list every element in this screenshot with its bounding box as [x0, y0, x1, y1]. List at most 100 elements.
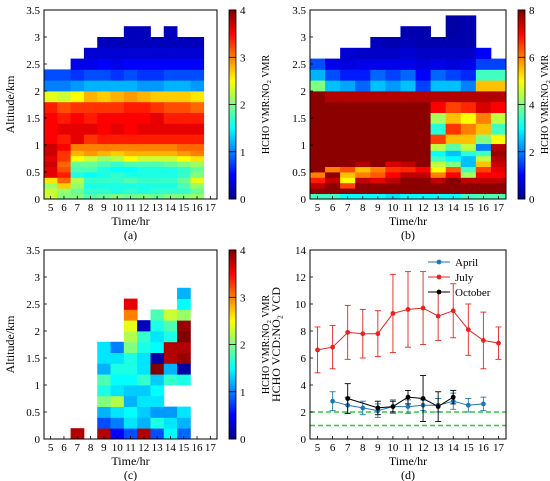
- heatmap-cell: [44, 69, 58, 81]
- heatmap-cell: [430, 143, 447, 151]
- heatmap-cell: [110, 385, 125, 397]
- heatmap-cell: [97, 417, 111, 429]
- x-tick-label: 5: [315, 202, 321, 214]
- heatmap-cell: [137, 177, 151, 184]
- heatmap-cell: [70, 177, 85, 184]
- legend-item: October: [428, 287, 491, 299]
- heatmap-cell: [110, 134, 125, 145]
- heatmap-cell: [137, 47, 151, 59]
- heatmap-cell: [415, 143, 432, 151]
- heatmap-cell: [415, 91, 432, 103]
- panel-c-colorbar: 0 1 2 3 4: [228, 245, 246, 446]
- x-tick-label: 11: [125, 202, 136, 214]
- heatmap-cell: [460, 26, 477, 38]
- heatmap-cell: [460, 143, 477, 151]
- heatmap-cell: [355, 69, 371, 81]
- heatmap-cell: [137, 37, 151, 49]
- heatmap-cell: [44, 101, 58, 113]
- data-point: [375, 405, 381, 411]
- heatmap-cell: [190, 155, 205, 162]
- heatmap-cell: [137, 385, 151, 397]
- heatmap-cell: [163, 123, 178, 135]
- heatmap-cell: [385, 161, 401, 167]
- heatmap-cell: [415, 58, 432, 70]
- heatmap-cell: [475, 47, 492, 59]
- heatmap-cell: [340, 182, 356, 189]
- y-tick-label: 2: [301, 407, 307, 419]
- heatmap-cell: [150, 155, 165, 162]
- heatmap-cell: [190, 177, 205, 184]
- heatmap-cell: [190, 172, 205, 178]
- heatmap-cell: [385, 69, 401, 81]
- data-point: [465, 402, 471, 408]
- heatmap-cell: [163, 172, 178, 178]
- heatmap-cell: [97, 341, 111, 353]
- y-tick-label: 0: [301, 194, 307, 206]
- heatmap-cell: [123, 112, 138, 124]
- heatmap-cell: [177, 47, 191, 59]
- heatmap-cell: [430, 155, 447, 162]
- heatmap-cell: [163, 58, 178, 70]
- heatmap-cell: [190, 112, 205, 124]
- heatmap-cell: [44, 182, 58, 189]
- data-point: [496, 340, 501, 346]
- heatmap-cell: [177, 155, 191, 162]
- heatmap-cell: [310, 150, 326, 157]
- heatmap-cell: [110, 417, 125, 429]
- heatmap-cell: [430, 188, 447, 194]
- heatmap-cell: [355, 172, 371, 178]
- colorbar-tick-label: 3: [240, 292, 246, 304]
- heatmap-cell: [415, 188, 432, 194]
- colorbar-tick-label: 4: [240, 245, 246, 257]
- panel-a-y-axis: 0 0.5 1 1.5 2 2.5 3 3.5: [26, 5, 47, 206]
- heatmap-cell: [70, 161, 85, 167]
- heatmap-cell: [97, 80, 111, 92]
- heatmap-cell: [190, 47, 205, 59]
- heatmap-cell: [310, 58, 326, 70]
- heatmap-cell: [177, 134, 191, 145]
- heatmap-cell: [177, 161, 191, 167]
- heatmap-cell: [97, 161, 111, 167]
- heatmap-cell: [490, 58, 507, 70]
- heatmap-cell: [97, 155, 111, 162]
- heatmap-cell: [310, 101, 326, 113]
- heatmap-cell: [475, 188, 492, 194]
- heatmap-cell: [123, 47, 138, 59]
- heatmap-cell: [310, 182, 326, 189]
- heatmap-cell: [385, 177, 401, 184]
- heatmap-cell: [445, 47, 462, 59]
- heatmap-cell: [57, 177, 72, 184]
- heatmap-cell: [163, 363, 178, 375]
- heatmap-cell: [110, 182, 125, 189]
- colorbar-tick-label: 2: [240, 340, 246, 352]
- x-tick-label: 8: [360, 202, 366, 214]
- heatmap-cell: [177, 101, 191, 113]
- heatmap-cell: [70, 101, 85, 113]
- heatmap-cell: [415, 150, 432, 157]
- heatmap-cell: [190, 182, 205, 189]
- data-point: [420, 305, 426, 311]
- panel-b-x-axis: 5 6 7 8 9 10 11 12 13 14 15 16 17: [315, 196, 504, 214]
- x-tick-label: 14: [165, 442, 177, 454]
- heatmap-cell: [150, 101, 165, 113]
- heatmap-cell: [190, 150, 205, 157]
- heatmap-cell: [490, 150, 507, 157]
- heatmap-cell: [385, 150, 401, 157]
- heatmap-cell: [137, 26, 151, 38]
- panel-c-heatmap: [70, 287, 191, 440]
- colorbar-tick-label: 2: [529, 147, 535, 159]
- heatmap-cell: [325, 112, 341, 124]
- data-point: [435, 404, 441, 409]
- heatmap-cell: [325, 134, 341, 145]
- heatmap-cell: [163, 352, 178, 364]
- heatmap-cell: [190, 91, 205, 103]
- heatmap-cell: [310, 166, 326, 173]
- heatmap-cell: [123, 385, 138, 397]
- heatmap-cell: [110, 406, 125, 418]
- heatmap-cell: [445, 143, 462, 151]
- panel-d-threshold-lines: [310, 411, 506, 427]
- heatmap-cell: [163, 188, 178, 194]
- x-tick-label: 9: [375, 202, 381, 214]
- heatmap-cell: [340, 69, 356, 81]
- heatmap-cell: [177, 341, 191, 353]
